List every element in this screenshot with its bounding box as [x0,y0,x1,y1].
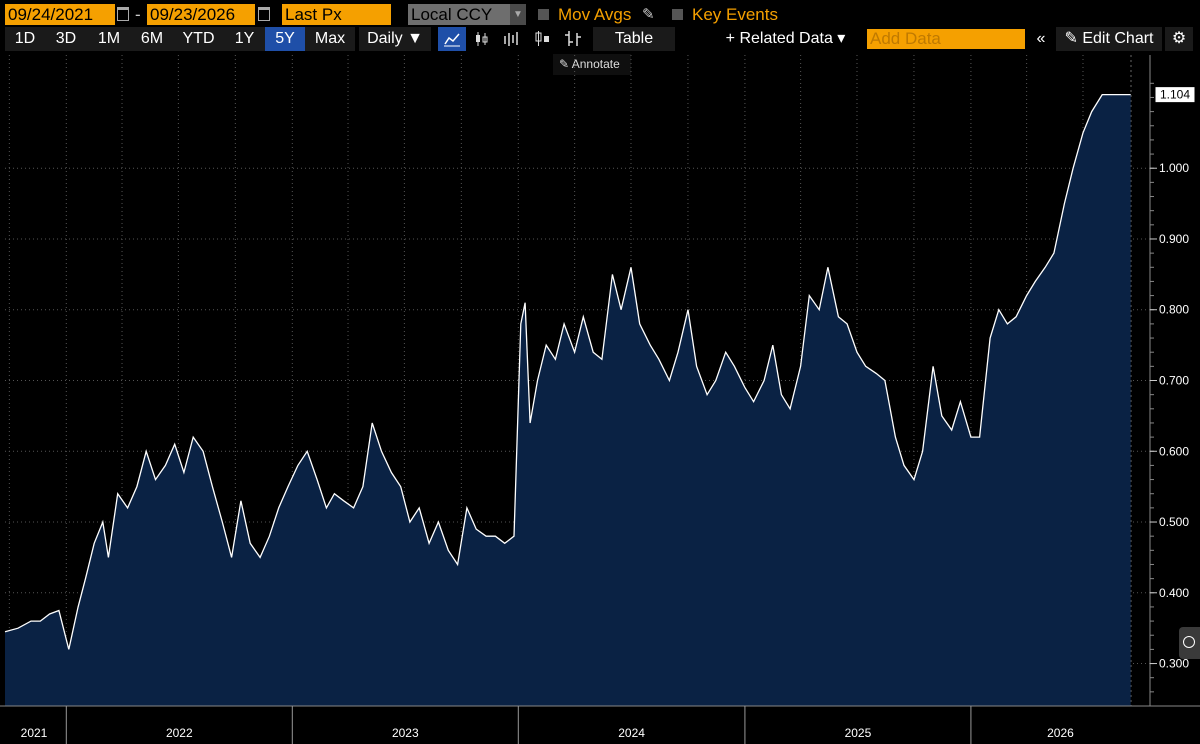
mov-avgs-label[interactable]: Mov Avgs [558,5,632,24]
x-tick-label: 2021 [21,726,48,740]
y-tick-label: 0.900 [1159,232,1189,246]
key-events-label[interactable]: Key Events [692,5,778,24]
y-tick-label: 0.500 [1159,515,1189,529]
range-button-1y[interactable]: 1Y [224,27,265,51]
gear-icon[interactable]: ⚙ [1165,27,1193,51]
price-line [4,93,1131,650]
x-axis: 2021 2022 2023 2024 2025 2026 [0,705,1200,744]
bar-chart-icon[interactable] [498,27,524,51]
annotate-button[interactable]: ✎ Annotate [553,54,631,75]
frequency-selector[interactable]: Daily ▼ [359,27,431,51]
x-tick-label: 2025 [845,726,872,740]
chart-grid [5,55,1150,706]
field-selector[interactable]: Last Px [282,4,391,25]
range-button-3d[interactable]: 3D [45,27,87,51]
y-tick-label: 0.400 [1159,586,1189,600]
collapse-icon[interactable]: « [1028,27,1054,51]
calendar-icon[interactable] [117,7,129,21]
pencil-icon: ✎ [1064,30,1078,47]
candlestick-icon[interactable] [469,27,495,51]
last-value-text: 1.104 [1160,88,1190,102]
y-tick-label: 0.700 [1159,374,1189,388]
y-tick-label: 0.800 [1159,303,1189,317]
related-data-button[interactable]: + Related Data ▾ [713,27,858,51]
ohlc-icon[interactable] [560,27,586,51]
mov-avgs-checkbox[interactable] [538,9,549,20]
edit-chart-button[interactable]: ✎ Edit Chart [1056,27,1162,51]
range-button-max[interactable]: Max [305,27,355,51]
pencil-icon[interactable]: ✎ [642,6,655,23]
add-data-input[interactable]: Add Data [867,29,1025,49]
key-events-checkbox[interactable] [672,9,683,20]
date-separator: - [135,5,141,24]
edit-chart-label: Edit Chart [1082,30,1154,47]
toolbar-bottom: 1D 3D 1M 6M YTD 1Y 5Y Max Daily ▼ Table … [0,27,1200,51]
toolbar-top: 09/24/2021 - 09/23/2026 Last Px Local CC… [0,0,1200,28]
last-value-label: 1.104 [1154,86,1196,104]
pencil-icon: ✎ [559,57,570,71]
end-date-field[interactable]: 09/23/2026 [147,4,255,25]
chevron-down-icon[interactable]: ▼ [510,4,526,25]
table-button[interactable]: Table [593,27,675,51]
line-chart-icon[interactable] [438,27,466,51]
x-tick-label: 2026 [1047,726,1074,740]
hollow-candle-icon[interactable] [529,27,555,51]
annotate-label: Annotate [571,57,620,71]
start-date-field[interactable]: 09/24/2021 [5,4,115,25]
currency-selector[interactable]: Local CCY [408,4,510,25]
last-value-box [1154,86,1196,104]
x-tick-label: 2023 [392,726,419,740]
range-button-1m[interactable]: 1M [87,27,131,51]
info-icon [1183,636,1195,648]
y-tick-label: 0.600 [1159,444,1189,458]
x-tick-label: 2024 [618,726,645,740]
calendar-icon[interactable] [258,7,270,21]
range-button-6m[interactable]: 6M [131,27,173,51]
range-button-ytd[interactable]: YTD [173,27,224,51]
range-button-5y[interactable]: 5Y [265,27,305,51]
price-area [5,94,1131,707]
x-tick-label: 2022 [166,726,193,740]
range-button-1d[interactable]: 1D [5,27,45,51]
y-tick-label: 1.000 [1159,161,1189,175]
side-panel-toggle[interactable] [1179,627,1200,659]
